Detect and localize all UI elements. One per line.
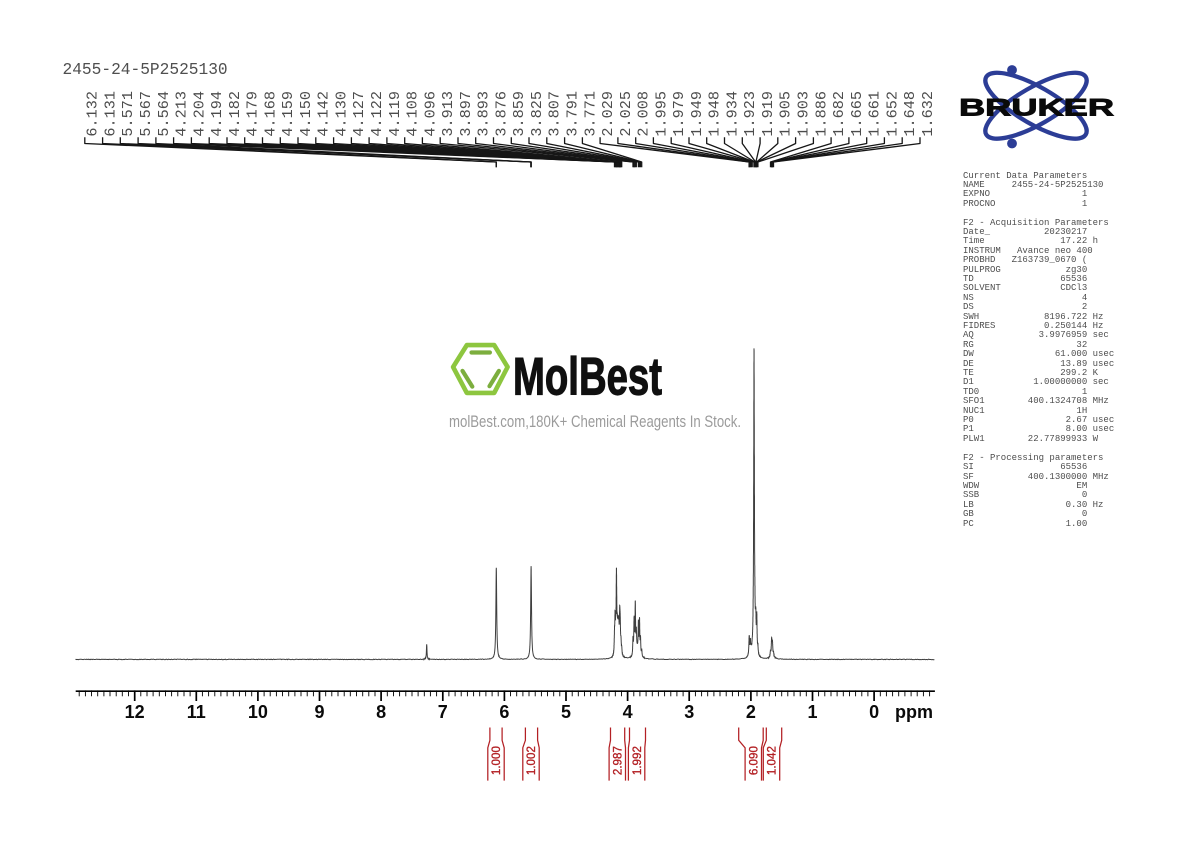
svg-text:9: 9 [314, 702, 324, 722]
svg-text:1.002: 1.002 [525, 746, 538, 775]
svg-text:3.771: 3.771 [581, 91, 599, 137]
svg-text:4.182: 4.182 [226, 91, 244, 137]
svg-text:3.859: 3.859 [510, 91, 528, 137]
svg-text:1.979: 1.979 [670, 91, 688, 137]
svg-text:5: 5 [561, 702, 571, 722]
svg-text:3.791: 3.791 [564, 91, 582, 137]
svg-text:12: 12 [125, 702, 145, 722]
svg-text:4.159: 4.159 [279, 91, 297, 137]
svg-text:1.992: 1.992 [631, 746, 644, 775]
svg-text:3.825: 3.825 [528, 91, 546, 137]
svg-text:4.096: 4.096 [421, 91, 439, 137]
svg-text:4.179: 4.179 [244, 91, 262, 137]
svg-text:2: 2 [746, 702, 756, 722]
svg-text:1.903: 1.903 [795, 91, 813, 137]
svg-text:1.661: 1.661 [866, 91, 884, 137]
svg-text:1.923: 1.923 [741, 91, 759, 137]
svg-text:3.807: 3.807 [546, 91, 564, 137]
svg-text:0: 0 [869, 702, 879, 722]
svg-text:4.130: 4.130 [333, 91, 351, 137]
svg-text:1.934: 1.934 [723, 91, 741, 137]
svg-text:4: 4 [623, 702, 633, 722]
svg-text:4.119: 4.119 [386, 91, 404, 137]
svg-text:1.682: 1.682 [830, 91, 848, 137]
svg-text:11: 11 [187, 702, 206, 722]
svg-text:4.194: 4.194 [208, 91, 226, 137]
svg-text:2455-24-5P2525130: 2455-24-5P2525130 [63, 61, 228, 79]
svg-text:1.905: 1.905 [777, 91, 795, 137]
svg-text:6.132: 6.132 [84, 91, 102, 137]
svg-text:1.648: 1.648 [901, 91, 919, 137]
svg-text:6.131: 6.131 [102, 91, 120, 137]
svg-text:MolBest: MolBest [513, 348, 662, 407]
svg-text:4.108: 4.108 [404, 91, 422, 137]
svg-text:4.204: 4.204 [190, 91, 208, 137]
svg-text:1.948: 1.948 [706, 91, 724, 137]
svg-text:3: 3 [684, 702, 694, 722]
svg-text:4.122: 4.122 [368, 91, 386, 137]
svg-text:8: 8 [376, 702, 386, 722]
svg-text:10: 10 [248, 702, 268, 722]
svg-text:1.995: 1.995 [652, 91, 670, 137]
svg-text:1.886: 1.886 [812, 91, 830, 137]
svg-text:3.893: 3.893 [475, 91, 493, 137]
svg-text:2.029: 2.029 [599, 91, 617, 137]
svg-text:3.913: 3.913 [439, 91, 457, 137]
svg-text:2.987: 2.987 [612, 746, 625, 775]
svg-text:2.008: 2.008 [635, 91, 653, 137]
svg-text:6.090: 6.090 [748, 746, 761, 775]
svg-text:1.042: 1.042 [766, 746, 779, 775]
svg-text:4.150: 4.150 [297, 91, 315, 137]
svg-text:1.949: 1.949 [688, 91, 706, 137]
svg-text:4.168: 4.168 [261, 91, 279, 137]
svg-text:5.571: 5.571 [119, 91, 137, 137]
svg-text:3.897: 3.897 [457, 91, 475, 137]
svg-text:1.000: 1.000 [490, 746, 503, 775]
svg-text:4.127: 4.127 [350, 91, 368, 137]
svg-text:7: 7 [438, 702, 448, 722]
svg-text:1.665: 1.665 [848, 91, 866, 137]
svg-text:2.025: 2.025 [617, 91, 635, 137]
svg-text:1.919: 1.919 [759, 91, 777, 137]
svg-text:3.876: 3.876 [492, 91, 510, 137]
svg-text:5.567: 5.567 [137, 91, 155, 137]
svg-text:BRUKER: BRUKER [959, 95, 1114, 122]
svg-text:4.213: 4.213 [173, 91, 191, 137]
svg-text:ppm: ppm [895, 702, 933, 722]
svg-text:1.632: 1.632 [919, 91, 937, 137]
svg-text:1.652: 1.652 [883, 91, 901, 137]
svg-text:5.564: 5.564 [155, 91, 173, 137]
svg-text:6: 6 [499, 702, 509, 722]
svg-text:molBest.com,180K+ Chemical Rea: molBest.com,180K+ Chemical Reagents In S… [449, 412, 741, 431]
svg-text:4.142: 4.142 [315, 91, 333, 137]
svg-text:1: 1 [807, 702, 817, 722]
